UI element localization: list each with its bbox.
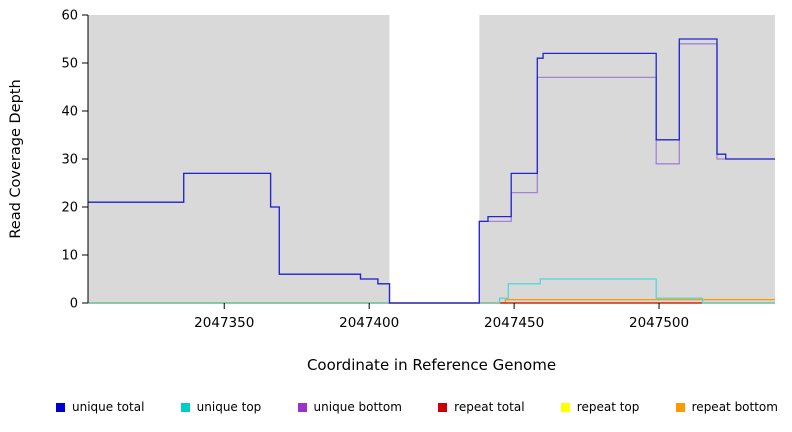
x-tick-label: 2047400 <box>339 315 399 331</box>
legend-swatch <box>438 402 448 412</box>
legend-item-repeat-bottom: repeat bottom <box>675 400 778 414</box>
x-tick-label: 2047500 <box>629 315 689 331</box>
legend: unique total unique top unique bottom repea… <box>0 400 792 414</box>
y-tick-label: 60 <box>61 9 78 24</box>
legend-item-unique-total: unique total <box>56 400 144 414</box>
y-tick-label: 0 <box>70 297 78 312</box>
x-axis-title: Coordinate in Reference Genome <box>306 356 557 374</box>
legend-label: unique bottom <box>313 400 402 414</box>
gap-region <box>389 15 480 303</box>
series-unique-top <box>88 278 775 304</box>
legend-label: repeat top <box>576 400 640 414</box>
y-tick-label: 20 <box>61 201 78 216</box>
legend-label: unique total <box>72 400 145 414</box>
y-axis-title: Read Coverage Depth <box>8 79 24 238</box>
legend-swatch <box>675 402 685 412</box>
legend-swatch <box>297 402 307 412</box>
y-tick-label: 40 <box>61 105 78 120</box>
legend-label: unique top <box>196 400 262 414</box>
legend-swatch <box>180 402 190 412</box>
y-tick-label: 30 <box>61 153 78 168</box>
x-tick-label: 2047350 <box>194 315 254 331</box>
legend-item-repeat-total: repeat total <box>438 400 525 414</box>
legend-label: repeat bottom <box>691 400 778 414</box>
legend-item-repeat-top: repeat top <box>560 400 640 414</box>
legend-swatch <box>56 402 65 412</box>
legend-label: repeat total <box>454 400 525 414</box>
x-tick-label: 2047450 <box>484 315 544 331</box>
legend-item-unique-bottom: unique bottom <box>297 400 402 414</box>
plot-canvas: 0 10 20 30 40 50 60 2047350 2047400 2047450 204750… <box>8 9 775 331</box>
legend-swatch <box>560 402 570 412</box>
y-tick-label: 10 <box>61 249 78 264</box>
y-tick-label: 50 <box>61 57 78 72</box>
legend-item-unique-top: unique top <box>180 400 262 414</box>
series-unique-total <box>88 38 775 304</box>
